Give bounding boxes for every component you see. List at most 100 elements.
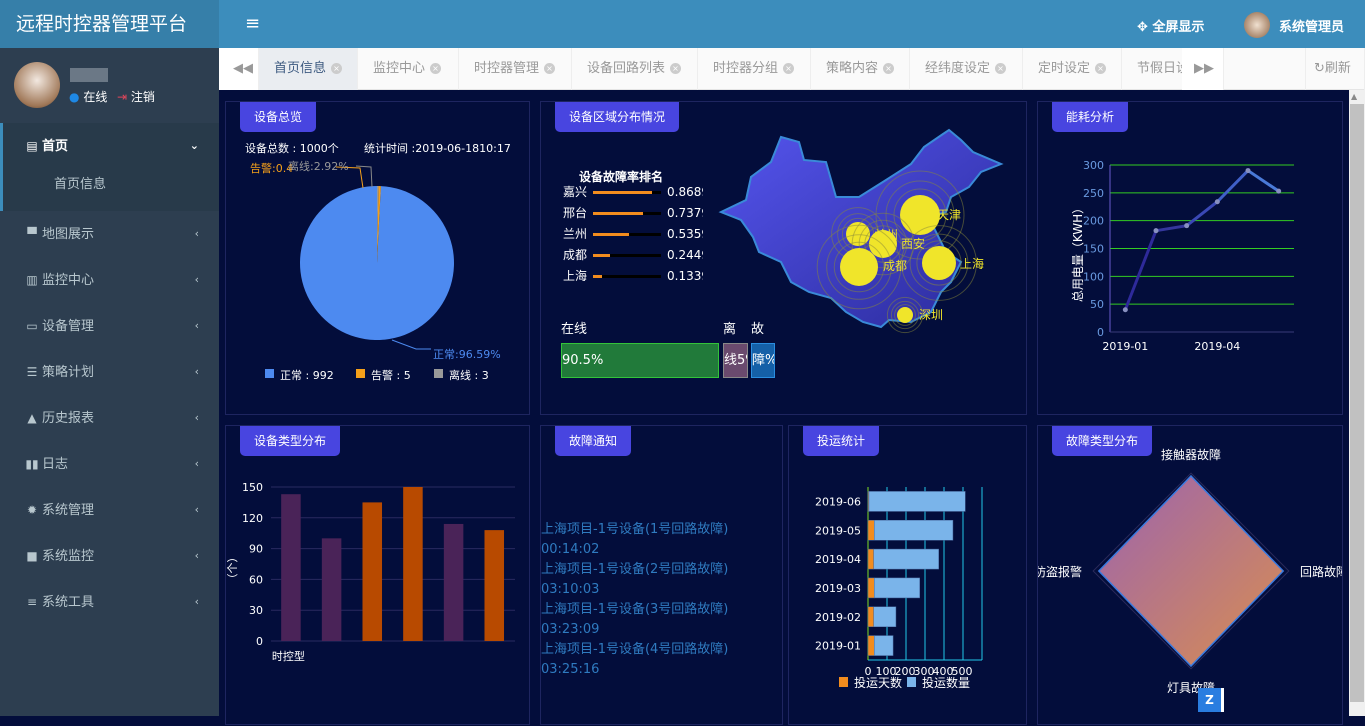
ranking-row: 嘉兴 0.8689 bbox=[563, 182, 703, 202]
close-icon[interactable]: × bbox=[331, 63, 343, 74]
line-segment bbox=[1155, 224, 1187, 233]
x-tick-label: 200 bbox=[895, 665, 916, 678]
x-tick-label: 300 bbox=[914, 665, 935, 678]
fullscreen-button[interactable]: ✥ 全屏显示 bbox=[1137, 20, 1205, 35]
bar bbox=[403, 487, 423, 641]
legend-label-2: 离线 : 3 bbox=[449, 368, 489, 382]
tab-controller-group[interactable]: 时控器分组 × bbox=[698, 48, 811, 90]
city-bubble[interactable] bbox=[922, 246, 956, 280]
pie-label-2: 离线:2.92% bbox=[288, 159, 349, 173]
bar bbox=[321, 538, 342, 641]
y-tick-label: 200 bbox=[1083, 215, 1104, 228]
status-bar-0: 90.5% bbox=[561, 343, 719, 378]
city-label: 西安 bbox=[901, 236, 925, 251]
tab-timer[interactable]: 定时设定 × bbox=[1023, 48, 1122, 90]
ranking-city: 嘉兴 bbox=[563, 185, 588, 199]
expand-icon: ✥ bbox=[1137, 20, 1153, 35]
tab-latlng[interactable]: 经纬度设定 × bbox=[910, 48, 1023, 90]
scroll-up-icon[interactable]: ▲ bbox=[1351, 92, 1358, 101]
city-bubble[interactable] bbox=[900, 195, 940, 235]
close-icon[interactable]: × bbox=[995, 63, 1007, 74]
y-tick-label: 2019-03 bbox=[815, 582, 861, 595]
sidebar-item-home[interactable]: ▤ 首页 ⌄ bbox=[0, 123, 219, 169]
tab-strategy[interactable]: 策略内容 × bbox=[811, 48, 910, 90]
bar-chart: 0 30 60 90 120 150 时控型 （个） bbox=[226, 481, 515, 663]
hamburger-icon[interactable]: ≡ bbox=[245, 13, 261, 34]
y-tick-label: 250 bbox=[1083, 187, 1104, 200]
sidebar-item-monitor[interactable]: ▥ 监控中心 ‹ bbox=[0, 257, 219, 303]
sidebar-item-log[interactable]: ▮▮ 日志 ‹ bbox=[0, 441, 219, 487]
status-bar-2: 障% bbox=[751, 343, 775, 378]
sidebar-subitem-home-info[interactable]: 首页信息 bbox=[54, 177, 107, 192]
pie-label-1: 告警:0.4 bbox=[250, 161, 293, 175]
city-bubble[interactable] bbox=[840, 248, 878, 286]
top-header: ≡ ✥ 全屏显示 系统管理员 bbox=[219, 0, 1365, 48]
device-total: 设备总数 : 1000个 bbox=[245, 142, 339, 155]
close-icon[interactable]: × bbox=[883, 63, 895, 74]
user-avatar[interactable] bbox=[1244, 12, 1270, 38]
scrollbar-thumb[interactable] bbox=[1350, 104, 1364, 702]
city-ripple bbox=[909, 233, 969, 293]
close-icon[interactable]: × bbox=[783, 63, 795, 74]
tab-circuit-list[interactable]: 设备回路列表 × bbox=[572, 48, 698, 90]
bar-投运天数 bbox=[867, 520, 875, 541]
fault-list: 上海项目-1号设备(1号回路故障) 00:14:02 上海项目-1号设备(2号回路故… bbox=[541, 520, 728, 680]
sidebar-item-map[interactable]: ▀ 地图展示 ‹ bbox=[0, 211, 219, 257]
panel-operation: 投运统计 0 100 200 300 400 500 2019-01 2019-02 2019-… bbox=[788, 425, 1027, 725]
panel-faults: 故障通知 上海项目-1号设备(1号回路故障) 00:14:02 上海项目-1号设备(… bbox=[540, 425, 783, 725]
line-segment bbox=[1123, 230, 1158, 311]
tab-controller[interactable]: 时控器管理 × bbox=[459, 48, 572, 90]
y-tick-label: 150 bbox=[1083, 243, 1104, 256]
y-tick-label: 300 bbox=[1083, 159, 1104, 172]
tab-home-info[interactable]: 首页信息 × bbox=[259, 48, 358, 90]
panel-title: 设备总览 bbox=[240, 102, 317, 132]
chevron-left-icon: ‹ bbox=[194, 595, 199, 608]
sidebar-item-system[interactable]: ✹ 系统管理 ‹ bbox=[0, 487, 219, 533]
tabs-scroll-left-button[interactable]: ◀◀ bbox=[219, 48, 259, 90]
ranking-row: 上海 0.1339 bbox=[563, 266, 703, 286]
sidebar-item-sysmonitor[interactable]: ■ 系统监控 ‹ bbox=[0, 533, 219, 579]
ranking-fill bbox=[593, 191, 653, 194]
radar-area bbox=[1097, 474, 1285, 668]
close-icon[interactable]: × bbox=[430, 63, 442, 74]
ranking-track bbox=[593, 254, 661, 257]
tab-monitor[interactable]: 监控中心 × bbox=[358, 48, 459, 90]
database-icon: ☰ bbox=[26, 365, 38, 379]
close-icon[interactable]: × bbox=[1095, 63, 1107, 74]
logout-link[interactable]: ⇥ 注销 bbox=[117, 90, 155, 104]
monitor-icon: ▭ bbox=[26, 319, 38, 333]
fault-time: 03:25:16 bbox=[541, 662, 600, 677]
sidebar-item-tools[interactable]: ≡ 系统工具 ‹ bbox=[0, 579, 219, 625]
y-tick-label: 0 bbox=[1097, 326, 1104, 339]
page-scrollbar[interactable]: ▲ bbox=[1349, 90, 1365, 716]
user-name[interactable]: 系统管理员 bbox=[1279, 20, 1345, 35]
sidebar-item-strategy[interactable]: ☰ 策略计划 ‹ bbox=[0, 349, 219, 395]
ranking-fill bbox=[593, 275, 603, 278]
close-icon[interactable]: × bbox=[670, 63, 682, 74]
city-bubble[interactable] bbox=[897, 307, 913, 323]
status-bar-1: 线5% bbox=[723, 343, 748, 378]
tabs-scroll-right-button[interactable]: ▶▶ bbox=[1182, 48, 1224, 90]
bar-投运天数 bbox=[867, 635, 875, 656]
y-tick-label: 100 bbox=[1083, 270, 1104, 283]
video-camera-icon: ■ bbox=[26, 549, 38, 563]
ranking-city: 上海 bbox=[563, 269, 588, 283]
pie-slice-0 bbox=[300, 186, 455, 340]
china-map[interactable]: 天津兰州西安成都上海深圳 bbox=[541, 102, 1028, 416]
floating-widget-icon[interactable]: Z bbox=[1198, 688, 1224, 712]
legend-swatch bbox=[907, 677, 916, 687]
ranking-title: 设备故障率排名 bbox=[579, 170, 664, 184]
close-icon[interactable]: × bbox=[544, 63, 556, 74]
bar-投运数量 bbox=[874, 520, 954, 541]
pie-chart: 正常:96.59% 告警:0.4离线:2.92% 正常 : 992 告警 : 5 离线 … bbox=[250, 159, 501, 382]
bar bbox=[484, 530, 505, 641]
pie-label-line-0 bbox=[391, 339, 431, 350]
sidebar-item-device[interactable]: ▭ 设备管理 ‹ bbox=[0, 303, 219, 349]
sidebar-item-history[interactable]: ▲ 历史报表 ‹ bbox=[0, 395, 219, 441]
line-segment bbox=[1247, 169, 1280, 193]
refresh-button[interactable]: ↻刷新 bbox=[1305, 48, 1365, 90]
city-bubble[interactable] bbox=[869, 230, 897, 258]
city-ripple bbox=[894, 304, 916, 326]
pie-label-line-2 bbox=[355, 165, 373, 188]
